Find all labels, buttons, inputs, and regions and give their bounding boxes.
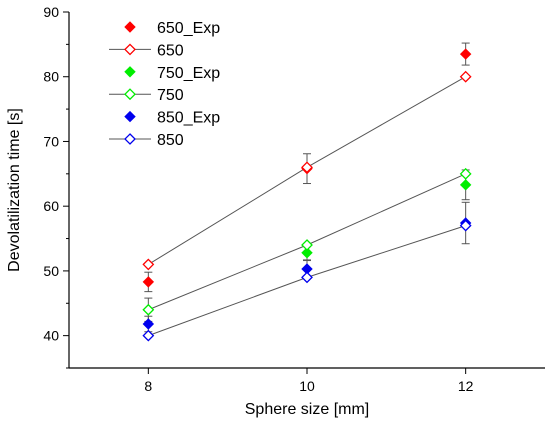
exp-point-650_Exp — [142, 276, 155, 288]
model-point-850 — [142, 329, 155, 342]
legend-marker — [124, 43, 136, 56]
model-point-650 — [301, 161, 313, 174]
axes: 8 10 12 40 50 60 70 80 90 — [43, 4, 545, 394]
model-point-650 — [459, 70, 472, 83]
legend-label: 850_Exp — [157, 110, 220, 127]
model-point-650 — [142, 258, 155, 271]
legend-item: 750 — [109, 87, 184, 104]
legend-label: 850 — [157, 132, 184, 149]
legend-marker — [124, 110, 136, 123]
model-point-750 — [459, 167, 472, 180]
plot-area — [142, 42, 472, 342]
legend-label: 750 — [157, 87, 184, 104]
legend-item: 650_Exp — [124, 20, 220, 37]
legend-item: 850_Exp — [124, 110, 220, 127]
legend-item: 850 — [109, 132, 184, 149]
legend-label: 750_Exp — [157, 65, 220, 82]
legend-marker — [124, 66, 136, 78]
y-tick-label: 40 — [43, 328, 59, 344]
model-point-850 — [459, 219, 472, 232]
model-point-750 — [301, 239, 313, 251]
y-axis-title: Devolatilization time [s] — [6, 108, 23, 272]
exp-point-750_Exp — [459, 179, 472, 191]
legend-label: 650 — [157, 42, 184, 59]
y-tick-label: 60 — [43, 198, 59, 214]
y-tick-label: 70 — [43, 133, 59, 149]
exp-point-750_Exp — [301, 247, 313, 259]
model-point-850 — [301, 271, 313, 284]
legend-marker — [124, 133, 136, 145]
x-tick-label: 8 — [144, 378, 152, 394]
exp-point-850_Exp — [142, 318, 155, 330]
legend: 650_Exp 650 750_Exp 750 850_Exp 850 — [109, 20, 220, 149]
legend-item: 650 — [109, 42, 184, 59]
x-axis-title: Sphere size [mm] — [245, 401, 369, 418]
x-tick-label: 12 — [458, 378, 474, 394]
y-tick-label: 90 — [43, 4, 59, 20]
exp-point-650_Exp — [459, 48, 472, 60]
y-tick-label: 80 — [43, 69, 59, 85]
legend-label: 650_Exp — [157, 20, 220, 37]
y-tick-label: 50 — [43, 263, 59, 279]
legend-marker — [124, 21, 136, 33]
legend-marker — [124, 88, 136, 101]
x-tick-label: 10 — [299, 378, 315, 394]
legend-item: 750_Exp — [124, 65, 220, 82]
model-point-750 — [142, 303, 155, 316]
